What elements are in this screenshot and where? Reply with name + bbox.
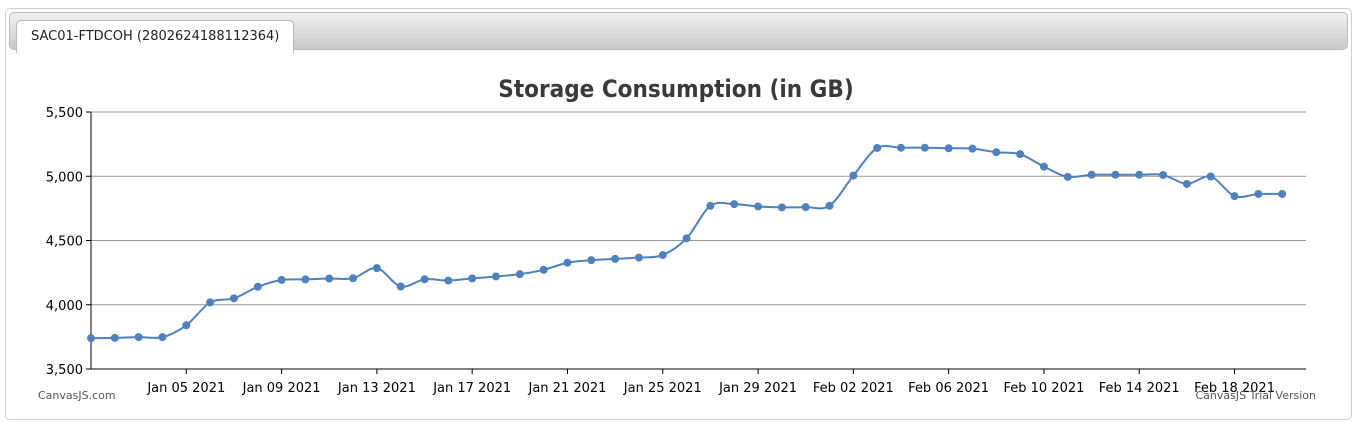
data-point[interactable] [1135, 170, 1144, 179]
data-point[interactable] [229, 294, 238, 303]
data-point[interactable] [110, 333, 119, 342]
data-point[interactable] [396, 282, 405, 291]
data-point[interactable] [325, 274, 334, 283]
x-axis: Jan 05 2021 Jan 09 2021 Jan 13 2021 Jan 17 … [91, 368, 1306, 396]
data-point[interactable] [1111, 170, 1120, 179]
data-point[interactable] [682, 234, 691, 243]
data-point[interactable] [968, 144, 977, 153]
data-point[interactable] [492, 272, 500, 281]
data-point[interactable] [825, 201, 834, 210]
x-tick-label: Feb 18 2021 [1194, 381, 1275, 396]
data-point[interactable] [1278, 189, 1287, 198]
data-point[interactable] [658, 251, 667, 260]
y-tick-label: 3,500 [46, 363, 83, 378]
data-point[interactable] [920, 143, 929, 152]
data-point[interactable] [1206, 172, 1215, 181]
x-tick-label: Jan 17 2021 [432, 381, 511, 396]
data-point[interactable] [587, 256, 596, 265]
x-tick-label: Jan 13 2021 [337, 381, 416, 396]
data-point[interactable] [158, 333, 167, 342]
data-point[interactable] [515, 270, 524, 279]
trial-version-credit: CanvasJS Trial Version [1195, 389, 1316, 402]
data-point[interactable] [754, 202, 763, 211]
x-tick-label: Feb 02 2021 [813, 381, 894, 396]
x-tick-label: Jan 29 2021 [718, 381, 797, 396]
data-point[interactable] [444, 276, 453, 285]
data-point[interactable] [611, 254, 620, 263]
x-tick-label: Feb 06 2021 [908, 381, 989, 396]
y-tick-label: 5,000 [46, 170, 83, 185]
data-point[interactable] [634, 253, 643, 262]
data-point[interactable] [539, 265, 548, 274]
x-tick-label: Jan 21 2021 [528, 381, 607, 396]
x-tick-label: Feb 10 2021 [1003, 381, 1084, 396]
data-point[interactable] [1182, 179, 1191, 188]
data-series [87, 143, 1287, 343]
grid-lines [91, 111, 1306, 370]
data-point[interactable] [730, 200, 739, 209]
data-point[interactable] [206, 298, 215, 307]
data-point[interactable] [1016, 150, 1025, 159]
data-point[interactable] [420, 275, 429, 284]
data-point[interactable] [182, 321, 191, 330]
canvasjs-credit[interactable]: CanvasJS.com [38, 389, 116, 402]
data-point[interactable] [897, 143, 905, 152]
data-point[interactable] [349, 274, 358, 283]
data-point[interactable] [873, 143, 882, 152]
y-tick-label: 5,500 [46, 106, 83, 121]
data-point[interactable] [1230, 192, 1239, 201]
data-point[interactable] [372, 264, 381, 273]
data-point[interactable] [1063, 172, 1072, 181]
data-point[interactable] [301, 275, 310, 284]
data-point[interactable] [1159, 170, 1168, 179]
y-tick-label: 4,500 [46, 235, 83, 250]
x-tick-label: Feb 14 2021 [1099, 381, 1180, 396]
data-point[interactable] [801, 203, 810, 212]
chart-panel: SAC01-FTDCOH (2802624188112364) [5, 8, 1352, 420]
data-point[interactable] [777, 203, 786, 212]
data-point[interactable] [1039, 162, 1048, 171]
tab-storage-device[interactable]: SAC01-FTDCOH (2802624188112364) [16, 20, 295, 53]
x-tick-label: Jan 09 2021 [242, 381, 321, 396]
data-point[interactable] [468, 274, 477, 283]
data-point[interactable] [87, 334, 95, 343]
y-axis: 3,500 4,000 4,500 5,000 5,500 [46, 106, 92, 378]
data-point[interactable] [992, 148, 1001, 157]
data-point[interactable] [1087, 170, 1096, 179]
data-point[interactable] [944, 144, 953, 153]
data-point[interactable] [134, 333, 143, 342]
x-tick-label: Jan 25 2021 [623, 381, 702, 396]
chart-title: Storage Consumption (in GB) [498, 75, 853, 103]
x-tick-label: Jan 05 2021 [146, 381, 225, 396]
data-point[interactable] [1254, 189, 1263, 198]
y-tick-label: 4,000 [46, 299, 83, 314]
data-point[interactable] [253, 282, 262, 291]
data-point[interactable] [706, 201, 715, 210]
tab-bar: SAC01-FTDCOH (2802624188112364) [9, 12, 1348, 53]
data-point[interactable] [277, 275, 286, 284]
data-point[interactable] [849, 171, 858, 180]
data-point[interactable] [563, 258, 572, 267]
